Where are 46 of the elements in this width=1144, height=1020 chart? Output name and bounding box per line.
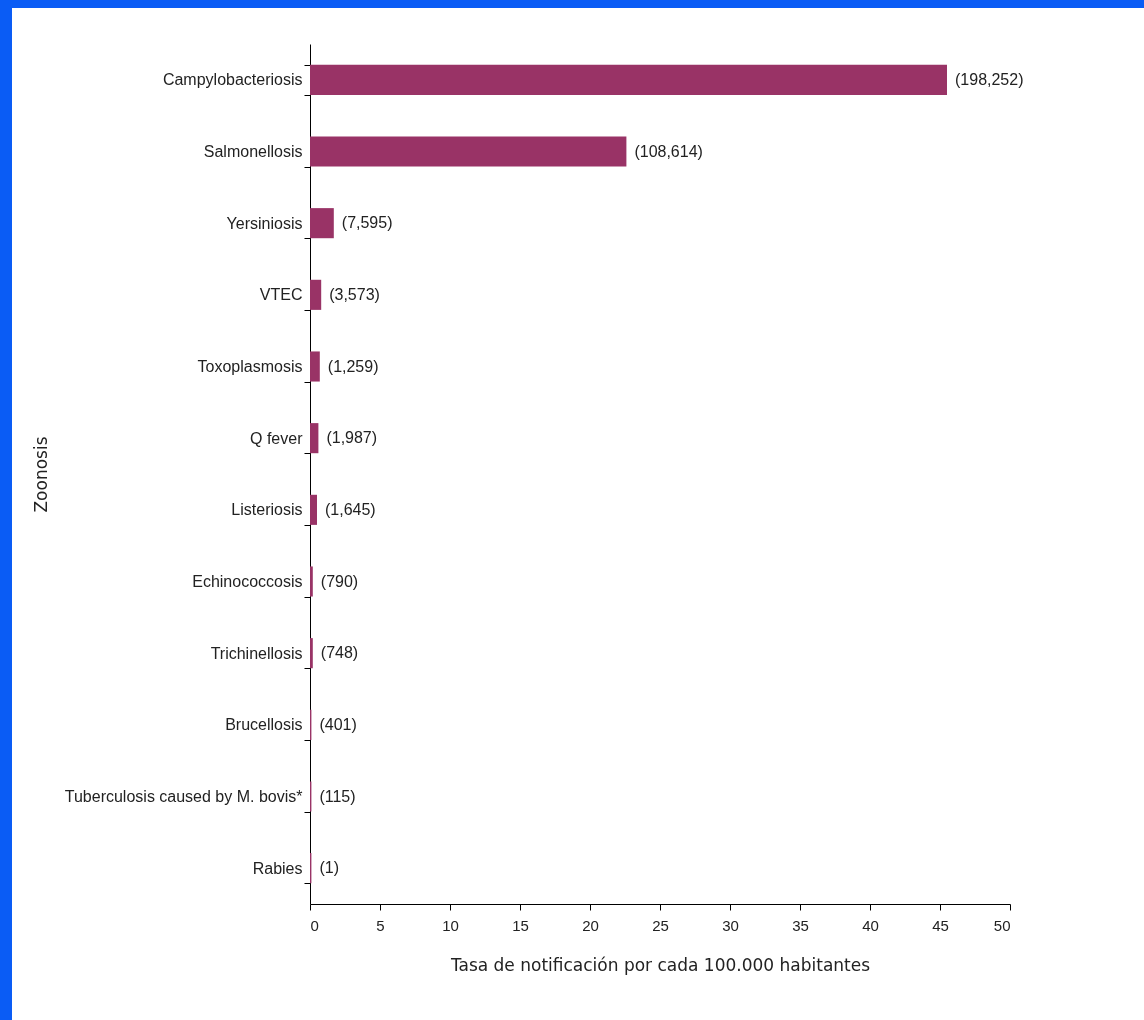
y-tick-label: Salmonellosis [203,143,303,160]
annotation: (198,252) [955,70,1024,88]
annotation: (1,645) [325,500,376,518]
bar [310,423,319,454]
x-tick-label: 35 [792,916,809,934]
annotation: (1) [319,859,339,877]
bar [310,494,317,525]
bar [310,136,627,167]
y-tick-label: Rabies [252,859,303,877]
x-tick-label: 0 [310,916,319,934]
annotation: (1,987) [326,429,378,447]
bar [310,279,322,310]
annotation: (3,573) [329,285,380,303]
x-tick-label: 40 [862,916,879,934]
bar [310,64,947,95]
bar [310,638,313,669]
y-tick-label: Listeriosis [231,501,303,519]
y-tick-label: Brucellosis [225,716,303,734]
y-tick-label: VTEC [259,286,303,304]
x-tick-label: 25 [652,916,669,934]
bar [310,566,313,597]
x-tick-label: 50 [993,916,1011,934]
bar [310,208,334,239]
annotation: (748) [320,644,359,662]
y-axis-title: Zoonosis [30,436,51,513]
x-tick-label: 5 [376,916,385,934]
annotation: (790) [320,572,359,590]
y-tick-label: Yersiniosis [226,214,303,232]
x-tick-label: 45 [932,916,949,934]
y-tick-label: Trichinellosis [210,644,303,662]
x-axis-title: Tasa de notificación por cada 100.000 habitantes [449,954,871,975]
y-tick-label: Campylobacteriosis [162,71,303,89]
y-tick-label: Q fever [250,429,304,447]
x-tick-label: 20 [582,916,599,934]
x-tick-label: 30 [722,916,739,934]
annotation: (115) [319,787,356,805]
y-tick-label: Toxoplasmosis [197,358,303,375]
bar [310,351,320,382]
x-tick-label: 10 [442,916,459,934]
y-tick-label: Echinococcosis [192,573,303,590]
annotation: (401) [319,715,357,733]
y-tick-label: Tuberculosis caused by M. bovis* [64,788,303,805]
x-tick-label: 15 [512,916,529,934]
annotation: (108,614) [634,142,703,160]
annotation: (1,259) [327,357,379,375]
annotation: (7,595) [341,214,393,232]
